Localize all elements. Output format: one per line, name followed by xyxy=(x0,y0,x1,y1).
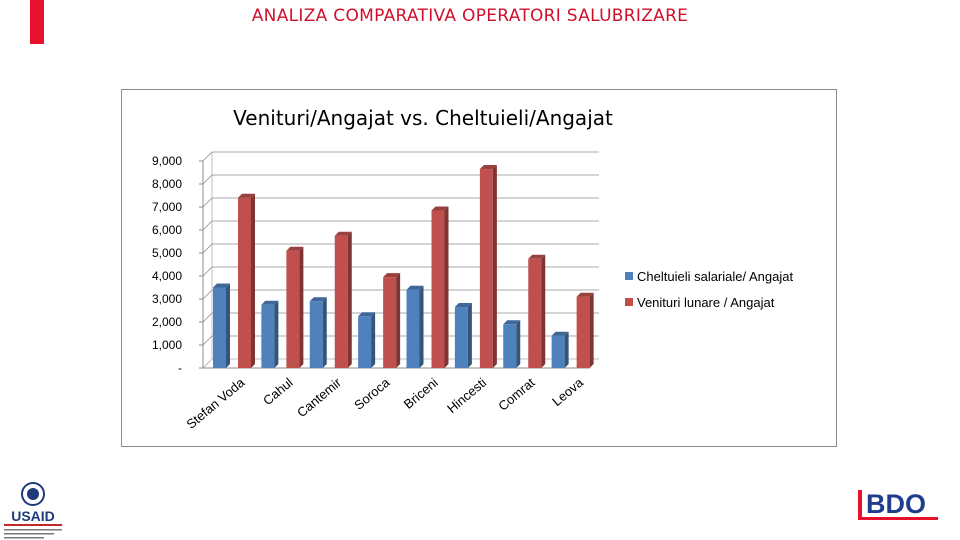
bar-side xyxy=(371,312,376,368)
bar xyxy=(503,324,517,368)
bar-chart: Venituri/Angajat vs. Cheltuieli/Angajat … xyxy=(152,106,794,432)
x-tick-label: Cantemir xyxy=(294,374,345,420)
bar-top xyxy=(286,246,304,251)
bar xyxy=(358,316,372,368)
chart-frame: Venituri/Angajat vs. Cheltuieli/Angajat … xyxy=(121,89,837,447)
bar-side xyxy=(564,331,569,368)
y-tick-label: 1,000 xyxy=(152,338,182,352)
x-tick-label: Leova xyxy=(549,374,586,409)
bar xyxy=(309,301,323,368)
svg-text:USAID: USAID xyxy=(11,508,55,524)
y-tick-label: 9,000 xyxy=(152,154,182,168)
x-tick-label: Stefan Voda xyxy=(183,374,247,432)
bar xyxy=(286,250,300,368)
bar-side xyxy=(322,297,327,368)
chart-title: Venituri/Angajat vs. Cheltuieli/Angajat xyxy=(233,106,613,130)
x-tick-label: Soroca xyxy=(351,374,393,412)
bar-side xyxy=(492,165,497,368)
bar xyxy=(576,296,590,368)
gridline xyxy=(202,266,599,277)
bar-side xyxy=(251,193,255,368)
bar-side xyxy=(299,246,304,368)
bar-top xyxy=(358,312,376,317)
bar-top xyxy=(454,303,472,308)
bar-top xyxy=(383,273,401,278)
bar xyxy=(479,169,493,368)
bar-top xyxy=(213,283,230,288)
y-tick-label: 6,000 xyxy=(152,223,182,237)
gridline xyxy=(202,151,599,162)
bar-side xyxy=(226,283,230,368)
usaid-logo: USAID xyxy=(4,482,62,539)
svg-text:BDO: BDO xyxy=(866,489,926,519)
bar xyxy=(454,307,468,368)
bar-side xyxy=(541,254,546,368)
bar-top xyxy=(479,165,497,170)
x-tick-label: Cahul xyxy=(260,375,296,408)
bar-side xyxy=(516,320,521,368)
bar xyxy=(431,210,445,368)
accent-bar xyxy=(30,0,44,44)
bar-top xyxy=(238,193,255,198)
gridline xyxy=(202,197,599,208)
bar-side xyxy=(347,231,352,368)
bar xyxy=(551,335,565,368)
bdo-logo: BDO xyxy=(858,489,938,520)
bar-top xyxy=(431,206,449,211)
bar xyxy=(238,197,251,368)
y-tick-label: - xyxy=(178,361,182,375)
gridline xyxy=(202,289,599,300)
bar xyxy=(213,287,226,368)
y-tick-label: 2,000 xyxy=(152,315,182,329)
bar-side xyxy=(419,285,424,368)
legend-swatch xyxy=(625,298,633,306)
bar xyxy=(383,277,397,368)
bar-side xyxy=(274,300,279,368)
y-tick-label: 3,000 xyxy=(152,292,182,306)
page-title: ANALIZA COMPARATIVA OPERATORI SALUBRIZAR… xyxy=(251,6,689,26)
x-tick-label: Hincesti xyxy=(444,375,489,416)
bar-top xyxy=(309,297,327,302)
gridline xyxy=(202,220,599,231)
bar-side xyxy=(589,292,594,368)
bar xyxy=(261,304,275,368)
x-tick-label: Comrat xyxy=(495,375,538,414)
y-tick-label: 7,000 xyxy=(152,200,182,214)
bar-top xyxy=(503,320,521,325)
bar-side xyxy=(396,273,401,368)
bar xyxy=(406,289,420,368)
bar-top xyxy=(406,285,424,290)
y-tick-label: 4,000 xyxy=(152,269,182,283)
bar-top xyxy=(551,331,569,336)
y-tick-label: 8,000 xyxy=(152,177,182,191)
gridline xyxy=(202,243,599,254)
bar-top xyxy=(261,300,279,305)
bar-side xyxy=(444,206,449,368)
legend-label: Cheltuieli salariale/ Angajat xyxy=(637,269,793,284)
bar-side xyxy=(467,303,472,368)
gridline xyxy=(202,174,599,185)
bar-top xyxy=(334,231,352,236)
bar-top xyxy=(576,292,594,297)
y-tick-label: 5,000 xyxy=(152,246,182,260)
legend-label: Venituri lunare / Angajat xyxy=(637,295,775,310)
bar xyxy=(528,258,542,368)
x-tick-label: Briceni xyxy=(401,375,441,412)
bar xyxy=(334,235,348,368)
bar-top xyxy=(528,254,546,259)
legend-swatch xyxy=(625,272,633,280)
